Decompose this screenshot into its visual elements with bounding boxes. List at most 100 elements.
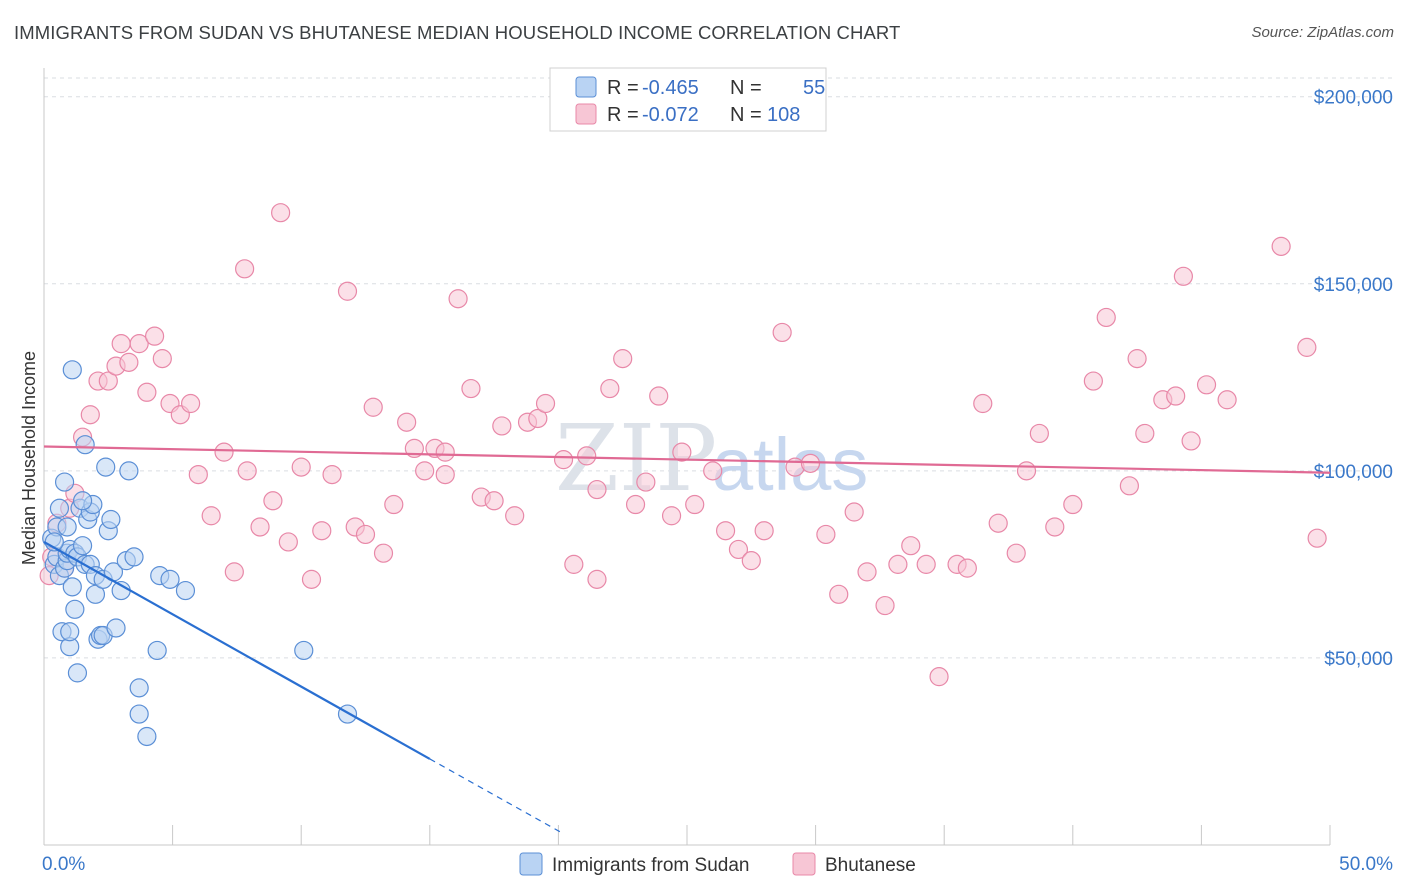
point-bhutanese <box>553 450 574 470</box>
point-sudan <box>67 663 88 683</box>
point-bhutanese <box>1045 517 1065 537</box>
point-sudan <box>96 457 116 477</box>
point-bhutanese <box>363 397 383 417</box>
point-bhutanese <box>337 281 358 301</box>
legend-n-value: 108 <box>767 104 800 126</box>
point-bhutanese <box>973 393 993 414</box>
y-tick-labels: $50,000 $100,000 $150,000 $200,000 <box>1314 88 1393 670</box>
point-bhutanese <box>535 393 556 414</box>
y-tick-label: $200,000 <box>1314 88 1393 109</box>
point-bhutanese <box>636 472 656 492</box>
point-bhutanese <box>772 322 792 343</box>
point-bhutanese <box>492 416 512 436</box>
point-sudan <box>106 618 126 638</box>
point-sudan <box>85 584 106 604</box>
point-bhutanese <box>901 536 921 556</box>
point-bhutanese <box>505 506 525 526</box>
point-sudan <box>72 491 93 511</box>
point-bhutanese <box>448 289 468 309</box>
point-bhutanese <box>528 408 548 429</box>
series-immigrants-from-sudan <box>42 360 358 747</box>
point-bhutanese <box>152 349 172 369</box>
point-bhutanese <box>1217 390 1237 410</box>
source-label: Source: ZipAtlas.com <box>1251 24 1394 41</box>
legend-r-value: -0.072 <box>642 104 699 126</box>
y-axis-label: Median Household Income <box>19 351 39 565</box>
bottom-legend-swatch-sudan <box>519 852 543 876</box>
y-tick-label: $150,000 <box>1314 275 1393 296</box>
trend-line-bhutanese <box>43 445 1331 474</box>
point-bhutanese <box>1006 543 1026 563</box>
point-bhutanese <box>715 521 736 541</box>
point-bhutanese <box>672 442 692 462</box>
point-bhutanese <box>291 457 311 477</box>
legend-swatch-sudan <box>575 76 597 98</box>
point-sudan <box>62 360 82 380</box>
point-bhutanese <box>119 352 139 372</box>
x-tick-label: 50.0% <box>1339 854 1393 875</box>
point-bhutanese <box>435 464 455 485</box>
point-bhutanese <box>649 386 669 406</box>
point-sudan <box>75 435 95 455</box>
point-bhutanese <box>577 446 597 466</box>
point-bhutanese <box>1096 307 1116 328</box>
point-sudan <box>60 622 80 642</box>
point-bhutanese <box>587 479 607 500</box>
point-bhutanese <box>322 464 342 485</box>
x-tick-labels: 0.0% 50.0% <box>42 854 1393 875</box>
point-bhutanese <box>224 562 244 582</box>
legend-n-value: 55 <box>803 77 825 99</box>
legend-r-value: -0.465 <box>642 77 699 99</box>
y-tick-label: $50,000 <box>1324 649 1393 670</box>
point-sudan <box>57 517 77 537</box>
point-bhutanese <box>415 461 435 481</box>
point-bhutanese <box>957 558 977 578</box>
y-tick-label: $100,000 <box>1314 462 1393 483</box>
point-sudan <box>124 547 144 567</box>
point-bhutanese <box>312 521 332 541</box>
point-bhutanese <box>613 349 633 369</box>
point-bhutanese <box>1029 423 1049 444</box>
point-bhutanese <box>1307 528 1327 548</box>
chart-title: IMMIGRANTS FROM SUDAN VS BHUTANESE MEDIA… <box>14 22 901 43</box>
point-bhutanese <box>916 554 936 574</box>
point-bhutanese <box>484 491 504 511</box>
point-bhutanese <box>1166 386 1186 406</box>
point-bhutanese <box>1119 476 1139 496</box>
point-bhutanese <box>754 521 774 541</box>
point-bhutanese <box>829 584 849 604</box>
bottom-legend-label: Immigrants from Sudan <box>552 855 749 876</box>
point-sudan <box>129 678 149 698</box>
point-sudan <box>337 704 358 724</box>
point-bhutanese <box>384 494 404 515</box>
point-sudan <box>147 640 167 661</box>
point-bhutanese <box>144 326 165 346</box>
point-bhutanese <box>397 412 417 432</box>
point-bhutanese <box>214 442 234 462</box>
point-bhutanese <box>888 554 908 574</box>
point-bhutanese <box>355 524 376 545</box>
point-bhutanese <box>661 506 682 526</box>
legend-r-label: R = <box>607 104 639 126</box>
point-bhutanese <box>301 569 322 589</box>
point-bhutanese <box>1135 423 1155 444</box>
point-bhutanese <box>435 442 455 462</box>
point-bhutanese <box>263 491 283 511</box>
point-bhutanese <box>271 203 291 223</box>
legend: R = -0.465 N = 55 R = -0.072 N = 108 <box>549 67 827 132</box>
point-sudan <box>294 640 314 661</box>
point-bhutanese <box>1181 431 1201 451</box>
point-sudan <box>54 472 75 492</box>
point-sudan <box>62 577 82 597</box>
point-bhutanese <box>461 378 481 399</box>
point-bhutanese <box>129 334 149 354</box>
point-bhutanese <box>844 502 864 522</box>
point-bhutanese <box>98 371 118 391</box>
point-bhutanese <box>1297 337 1317 357</box>
point-bhutanese <box>816 524 836 545</box>
point-bhutanese <box>188 464 208 485</box>
trend-lines <box>43 445 1331 835</box>
point-bhutanese <box>1083 371 1103 391</box>
point-bhutanese <box>250 517 270 537</box>
point-bhutanese <box>137 382 157 402</box>
